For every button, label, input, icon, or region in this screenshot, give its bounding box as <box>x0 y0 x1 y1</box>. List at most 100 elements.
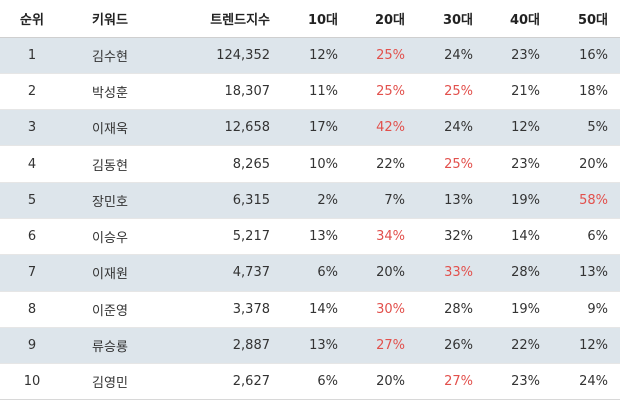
keyword-cell: 김영민 <box>92 376 128 392</box>
rank-cell: 9 <box>27 338 37 354</box>
trend-index-cell: 18,307 <box>224 83 271 99</box>
age-10-cell: 11% <box>309 83 338 99</box>
age-50-cell: 6% <box>587 229 608 245</box>
age-30-cell: 32% <box>444 229 473 245</box>
keyword-cell: 김수현 <box>92 49 128 65</box>
trend-index-cell: 124,352 <box>216 47 270 63</box>
age-10-cell: 10% <box>309 156 338 172</box>
age-30-cell: 25% <box>444 83 473 99</box>
rank-cell: 10 <box>23 374 41 390</box>
trend-index-cell: 3,378 <box>232 301 270 317</box>
age-40-cell: 19% <box>511 301 540 317</box>
age-40-cell: 28% <box>511 265 540 281</box>
table-row: 4 김동현 8,265 10% 22% 25% 23% 20% <box>0 146 620 183</box>
age-20-cell: 30% <box>376 301 405 317</box>
keyword-cell: 류승룡 <box>92 340 128 356</box>
age-40-cell: 23% <box>511 156 540 172</box>
age-10-cell: 12% <box>309 47 338 63</box>
age-50-cell: 16% <box>579 47 608 63</box>
keyword-cell: 이준영 <box>92 303 128 319</box>
age-50-cell: 24% <box>579 374 608 390</box>
trend-index-cell: 2,627 <box>232 374 270 390</box>
keyword-cell: 이재원 <box>92 267 128 283</box>
rank-cell: 5 <box>27 192 37 208</box>
age-50-cell: 12% <box>579 338 608 354</box>
age-20-cell: 7% <box>384 192 405 208</box>
age-30-cell: 25% <box>444 156 473 172</box>
keyword-cell: 김동현 <box>92 158 128 174</box>
header-trend-index: 트렌드지수 <box>156 0 282 38</box>
age-10-cell: 2% <box>317 192 338 208</box>
rank-cell: 4 <box>27 156 37 172</box>
age-50-cell: 58% <box>579 192 608 208</box>
table-row: 10 김영민 2,627 6% 20% 27% 23% 24% <box>0 364 620 400</box>
trend-index-cell: 2,887 <box>232 338 270 354</box>
table-row: 2 박성훈 18,307 11% 25% 25% 21% 18% <box>0 73 620 110</box>
rank-cell: 6 <box>27 229 37 245</box>
age-30-cell: 24% <box>444 47 473 63</box>
keyword-cell: 이승우 <box>92 231 128 247</box>
rank-cell: 1 <box>27 47 37 63</box>
age-20-cell: 25% <box>376 47 405 63</box>
age-40-cell: 19% <box>511 192 540 208</box>
age-20-cell: 27% <box>376 338 405 354</box>
age-50-cell: 13% <box>579 265 608 281</box>
age-30-cell: 28% <box>444 301 473 317</box>
age-30-cell: 27% <box>444 374 473 390</box>
age-20-cell: 20% <box>376 265 405 281</box>
trend-index-cell: 8,265 <box>232 156 270 172</box>
age-30-cell: 24% <box>444 120 473 136</box>
age-40-cell: 23% <box>511 374 540 390</box>
table-row: 5 장민호 6,315 2% 7% 13% 19% 58% <box>0 182 620 219</box>
age-30-cell: 33% <box>444 265 473 281</box>
keyword-cell: 장민호 <box>92 194 128 210</box>
age-10-cell: 6% <box>317 265 338 281</box>
table-row: 8 이준영 3,378 14% 30% 28% 19% 9% <box>0 291 620 328</box>
age-40-cell: 21% <box>511 83 540 99</box>
table-header-row: 순위 키워드 트렌드지수 10대 20대 30대 40대 50대 <box>0 0 620 38</box>
header-keyword: 키워드 <box>64 0 156 38</box>
rank-cell: 3 <box>27 120 37 136</box>
keyword-cell: 박성훈 <box>92 85 128 101</box>
age-10-cell: 6% <box>317 374 338 390</box>
header-age-30: 30대 <box>417 0 485 38</box>
header-age-40: 40대 <box>485 0 552 38</box>
rank-cell: 2 <box>27 83 37 99</box>
age-20-cell: 22% <box>376 156 405 172</box>
age-40-cell: 23% <box>511 47 540 63</box>
trend-index-cell: 4,737 <box>232 265 270 281</box>
header-age-10: 10대 <box>282 0 350 38</box>
header-age-20: 20대 <box>350 0 417 38</box>
header-age-50: 50대 <box>552 0 620 38</box>
age-20-cell: 34% <box>376 229 405 245</box>
age-40-cell: 12% <box>511 120 540 136</box>
age-10-cell: 17% <box>309 120 338 136</box>
age-30-cell: 26% <box>444 338 473 354</box>
table-row: 1 김수현 124,352 12% 25% 24% 23% 16% <box>0 37 620 74</box>
age-20-cell: 20% <box>376 374 405 390</box>
age-20-cell: 42% <box>376 120 405 136</box>
age-50-cell: 18% <box>579 83 608 99</box>
rank-cell: 8 <box>27 301 37 317</box>
age-30-cell: 13% <box>444 192 473 208</box>
age-10-cell: 13% <box>309 229 338 245</box>
age-50-cell: 20% <box>579 156 608 172</box>
age-40-cell: 14% <box>511 229 540 245</box>
header-rank: 순위 <box>0 0 64 38</box>
age-10-cell: 13% <box>309 338 338 354</box>
table-row: 7 이재원 4,737 6% 20% 33% 28% 13% <box>0 254 620 292</box>
table-row: 9 류승룡 2,887 13% 27% 26% 22% 12% <box>0 327 620 364</box>
trend-index-cell: 6,315 <box>232 192 270 208</box>
age-50-cell: 5% <box>587 120 608 136</box>
age-20-cell: 25% <box>376 83 405 99</box>
trend-index-cell: 12,658 <box>224 120 271 136</box>
trend-index-cell: 5,217 <box>232 229 270 245</box>
age-10-cell: 14% <box>309 301 338 317</box>
rank-cell: 7 <box>27 265 37 281</box>
keyword-cell: 이재욱 <box>92 122 128 138</box>
age-50-cell: 9% <box>587 301 608 317</box>
table-row: 3 이재욱 12,658 17% 42% 24% 12% 5% <box>0 109 620 146</box>
age-40-cell: 22% <box>511 338 540 354</box>
table-row: 6 이승우 5,217 13% 34% 32% 14% 6% <box>0 218 620 255</box>
